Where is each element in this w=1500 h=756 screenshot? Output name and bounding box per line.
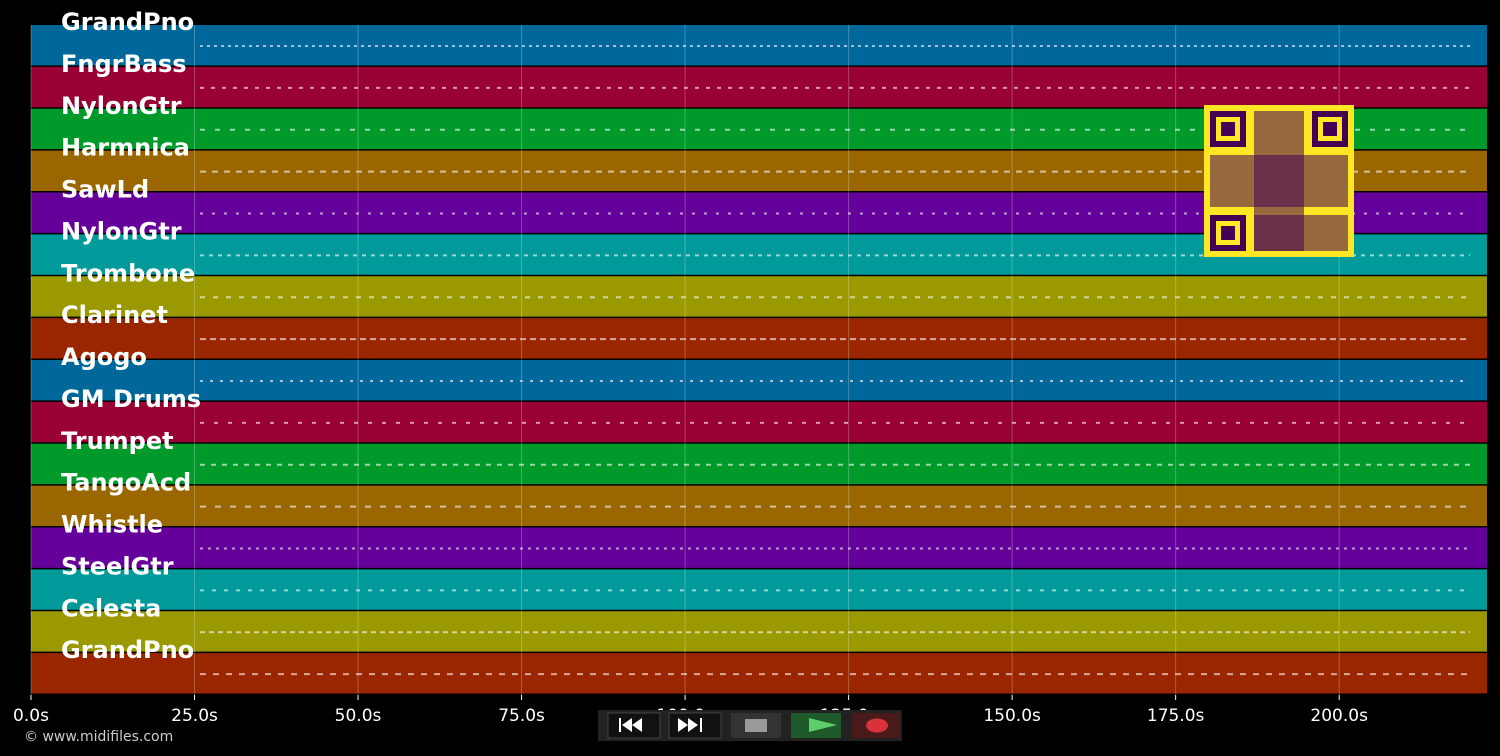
track-label: FngrBass <box>61 50 187 78</box>
tick-label: 200.0s <box>1310 706 1368 726</box>
tick-label: 50.0s <box>335 706 382 726</box>
stop-button[interactable] <box>731 713 781 738</box>
track-label: Harmnica <box>61 134 190 162</box>
track-band <box>31 66 1487 108</box>
qr-code <box>1204 105 1354 257</box>
track-label: Whistle <box>61 511 163 539</box>
rewind-button[interactable] <box>607 712 661 739</box>
track-label: SteelGtr <box>61 552 174 580</box>
transport-controls <box>598 710 902 741</box>
track-band <box>31 318 1487 359</box>
track-label: SawLd <box>61 176 149 204</box>
tick-label: 75.0s <box>498 706 545 726</box>
track-label: Celesta <box>61 594 161 622</box>
track-label: GrandPno <box>61 636 194 664</box>
tick-label: 175.0s <box>1147 706 1205 726</box>
track-label: Clarinet <box>61 301 168 329</box>
track-label: NylonGtr <box>61 92 182 120</box>
tick-label: 25.0s <box>171 706 218 726</box>
track-label: Trumpet <box>61 427 174 455</box>
fast-forward-button[interactable] <box>668 712 722 739</box>
record-button[interactable] <box>852 713 900 738</box>
track-label: GrandPno <box>61 8 194 36</box>
track-band <box>31 443 1487 485</box>
play-button[interactable] <box>791 713 841 738</box>
tick-label: 150.0s <box>983 706 1041 726</box>
copyright: © www.midifiles.com <box>24 729 173 745</box>
track-band <box>31 401 1487 443</box>
track-label: Agogo <box>61 343 147 371</box>
track-label: Trombone <box>61 259 195 287</box>
track-label: TangoAcd <box>61 469 191 497</box>
track-label: GM Drums <box>61 385 201 413</box>
track-label: NylonGtr <box>61 217 182 245</box>
track-band <box>31 360 1487 401</box>
tick-label: 0.0s <box>13 706 49 726</box>
